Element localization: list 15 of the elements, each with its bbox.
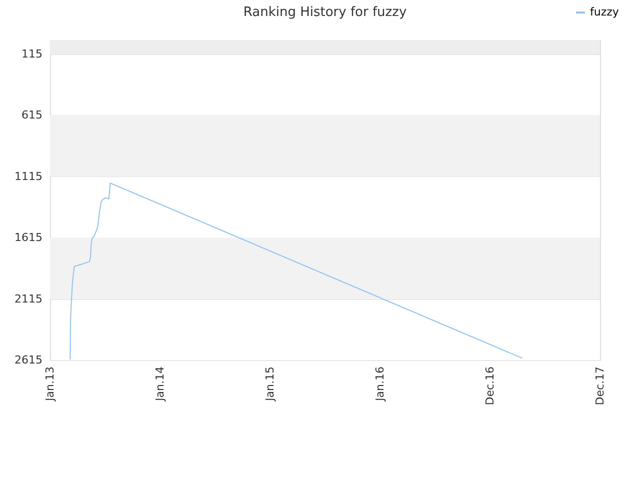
chart-title: Ranking History for fuzzy — [243, 5, 407, 20]
line-series — [70, 182, 523, 360]
x-tick-label: Jan.13 — [44, 366, 56, 402]
x-tick-label: Jan.16 — [374, 366, 386, 402]
y-tick-label: 2615 — [14, 354, 42, 366]
y-tick-label: 2115 — [14, 292, 42, 306]
y-tick-label: 1115 — [14, 170, 42, 183]
x-tick-label: Jan.14 — [154, 366, 166, 402]
x-tick-label: Dec.17 — [594, 366, 606, 406]
y-tick-label: 615 — [22, 108, 42, 122]
x-tick-label: Dec.16 — [484, 366, 496, 406]
x-tick-label: Jan.15 — [264, 366, 276, 402]
y-tick-label: 115 — [22, 47, 42, 60]
legend-label: fuzzy — [590, 6, 620, 18]
y-tick-label: 1615 — [14, 231, 42, 244]
